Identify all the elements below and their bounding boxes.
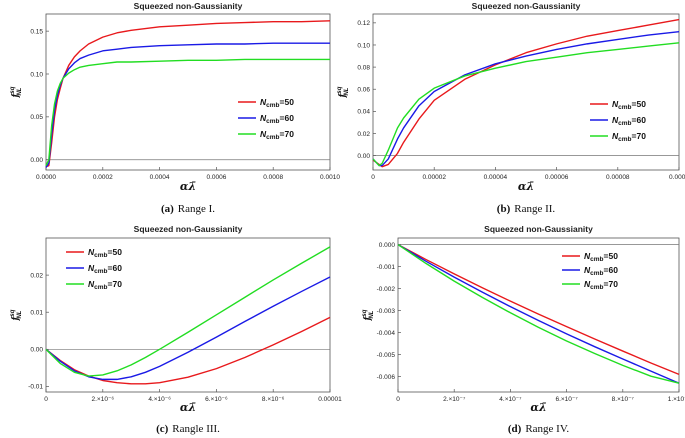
x-tick-label: 0.00006 [545, 174, 569, 181]
y-tick-label: 0.00 [357, 153, 370, 160]
legend-entry: Ncmb=50 [612, 99, 646, 111]
x-tick-label: 0.0001 [669, 174, 685, 181]
y-tick-label: -0.004 [377, 330, 396, 337]
y-tick-label: 0.08 [357, 64, 370, 71]
y-tick-label: 0.000 [379, 242, 396, 249]
x-tick-label: 4.×10⁻⁶ [148, 396, 171, 403]
legend: Ncmb=50 Ncmb=60 Ncmb=70 [238, 97, 294, 141]
legend: Ncmb=50 Ncmb=60 Ncmb=70 [562, 251, 618, 291]
x-tick-label: 2.×10⁻⁶ [92, 396, 115, 403]
x-axis-label: αλ̄ [180, 401, 196, 414]
plot-frame [45, 13, 331, 171]
series-line-n60 [397, 243, 680, 384]
series-line-n50 [372, 18, 680, 168]
legend-entry: Ncmb=70 [88, 279, 122, 291]
panel-c: Squeezed non-Gaussianity 0 2.×10⁻⁶ 4.×10⁻⁶ 6… [10, 224, 342, 435]
y-tick-label: -0.01 [28, 384, 43, 391]
y-tick-label: -0.002 [377, 286, 396, 293]
panel-caption: (c) Rangle III. [156, 423, 220, 435]
x-tick-label: 0.0010 [320, 174, 340, 181]
legend-entry: Ncmb=50 [584, 251, 618, 263]
x-tick-label: 8.×10⁻⁷ [612, 396, 635, 403]
panel-title: Squeezed non-Gaussianity [484, 224, 593, 234]
series-line-n70 [45, 246, 331, 377]
plot-frame [372, 13, 680, 171]
legend-entry: Ncmb=60 [260, 113, 294, 125]
y-tick-label: 0.00 [30, 347, 43, 354]
x-tick-label: 0.0008 [263, 174, 283, 181]
panel-caption: (b) Range II. [497, 203, 556, 215]
y-tick-label: -0.006 [377, 374, 396, 381]
y-tick-label: 0.10 [30, 71, 43, 78]
x-tick-label: 0 [396, 396, 400, 403]
series-line-n60 [45, 276, 331, 381]
x-axis-label: αλ̄ [530, 401, 546, 414]
x-tick-label: 0.0002 [93, 174, 113, 181]
series-line-n70 [397, 244, 680, 384]
y-tick-label: 0.04 [357, 109, 370, 116]
x-tick-label: 6.×10⁻⁷ [555, 396, 578, 403]
y-tick-label: 0.00 [30, 157, 43, 164]
series-line-n70 [45, 58, 330, 167]
y-axis-label: fsqNL [337, 86, 350, 98]
series-line-n60 [372, 31, 680, 167]
y-axis-label: fsqNL [362, 309, 375, 321]
plot-frame [45, 237, 331, 393]
legend-entry: Ncmb=60 [612, 115, 646, 127]
panel-d: Squeezed non-Gaussianity 0 2.×10⁻⁷ 4.×10⁻⁷ 6… [362, 224, 685, 435]
y-tick-label: -0.003 [377, 308, 396, 315]
legend-entry: Ncmb=60 [88, 263, 122, 275]
legend-entry: Ncmb=70 [584, 279, 618, 291]
legend: Ncmb=50 Ncmb=60 Ncmb=70 [590, 99, 646, 143]
x-tick-label: 2.×10⁻⁷ [443, 396, 466, 403]
series-line-n70 [372, 42, 680, 167]
x-tick-label: 0.00001 [318, 396, 342, 403]
legend-entry: Ncmb=50 [260, 97, 294, 109]
x-axis-label: αλ̄ [518, 180, 534, 193]
x-axis-label: αλ̄ [180, 180, 196, 193]
legend-entry: Ncmb=70 [260, 129, 294, 141]
panel-caption: (a) Range I. [161, 203, 215, 215]
x-tick-label: 0.00008 [606, 174, 630, 181]
y-tick-label: 0.06 [357, 87, 370, 94]
x-tick-label: 1.×10⁻⁶ [668, 396, 685, 403]
x-tick-label: 4.×10⁻⁷ [499, 396, 522, 403]
y-tick-label: 0.10 [357, 42, 370, 49]
legend-entry: Ncmb=70 [612, 131, 646, 143]
legend-entry: Ncmb=50 [88, 247, 122, 259]
x-tick-label: 6.×10⁻⁶ [205, 396, 228, 403]
y-tick-label: -0.005 [377, 352, 396, 359]
series-line-n50 [45, 20, 331, 168]
y-axis-label: fsqNL [10, 86, 23, 98]
panel-title: Squeezed non-Gaussianity [134, 224, 243, 234]
y-tick-label: 0.02 [30, 272, 43, 279]
series-line-n60 [45, 42, 330, 168]
y-tick-label: 0.05 [30, 114, 43, 121]
panel-title: Squeezed non-Gaussianity [134, 1, 243, 11]
y-tick-label: -0.001 [377, 264, 396, 271]
x-tick-label: 0.0006 [206, 174, 226, 181]
y-tick-label: 0.12 [357, 20, 370, 27]
y-tick-label: 0.15 [30, 28, 43, 35]
legend-entry: Ncmb=60 [584, 265, 618, 277]
plot-frame [397, 237, 680, 393]
panel-b: Squeezed non-Gaussianity 0 0.00002 0.00004 0… [337, 1, 685, 215]
x-tick-label: 0.00002 [422, 174, 446, 181]
series-line-n50 [45, 316, 331, 385]
y-axis-label: fsqNL [10, 309, 23, 321]
x-tick-label: 0 [371, 174, 375, 181]
y-tick-label: 0.02 [357, 131, 370, 138]
x-tick-label: 0.00004 [484, 174, 508, 181]
panel-title: Squeezed non-Gaussianity [472, 1, 581, 11]
y-tick-label: 0.01 [30, 310, 43, 317]
series-line-n50 [397, 243, 680, 376]
x-tick-label: 0.0004 [150, 174, 170, 181]
x-tick-label: 0 [44, 396, 48, 403]
legend: Ncmb=50 Ncmb=60 Ncmb=70 [66, 247, 122, 291]
x-tick-label: 8.×10⁻⁶ [262, 396, 285, 403]
panel-a: Squeezed non-Gaussianity 0.0000 0.0002 0.00… [10, 1, 340, 215]
panel-caption: (d) Range IV. [508, 423, 569, 435]
x-tick-label: 0.0000 [36, 174, 56, 181]
